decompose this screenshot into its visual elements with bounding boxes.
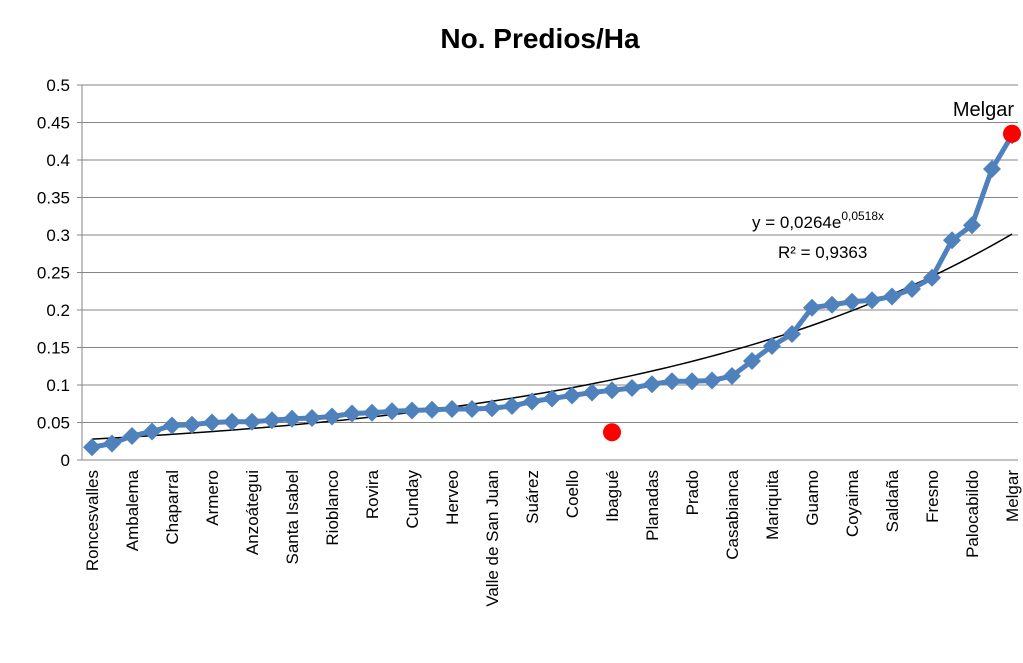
data-point: [103, 434, 121, 453]
data-point: [543, 389, 561, 408]
data-point: [963, 216, 981, 235]
data-point: [363, 403, 381, 422]
data-point: [303, 409, 321, 427]
trendline: [91, 233, 1013, 440]
data-point: [803, 298, 821, 317]
annotation: Melgar: [953, 99, 1014, 121]
x-tick-label: Santa Isabel: [283, 470, 302, 565]
chart-title: No. Predios/Ha: [440, 23, 640, 54]
equation-exponent: 0,0518x: [841, 209, 884, 223]
data-point: [403, 401, 421, 420]
x-tick-label: Anzoátegui: [243, 470, 262, 555]
data-point: [563, 386, 581, 405]
highlight-point: [1003, 124, 1021, 143]
data-point: [503, 397, 521, 415]
data-point: [343, 404, 361, 423]
x-tick-label: Armero: [203, 470, 222, 526]
x-tick-label: Roncesvalles: [83, 470, 102, 571]
data-point: [903, 280, 921, 298]
y-tick-label: 0: [61, 451, 70, 470]
data-point: [823, 295, 841, 314]
x-tick-label: Prado: [683, 470, 702, 515]
x-tick-label: Palocabildo: [963, 470, 982, 558]
data-point: [983, 160, 1001, 178]
data-point: [723, 367, 741, 385]
x-tick-label: Rovira: [363, 469, 382, 519]
data-point: [223, 412, 241, 431]
data-point: [643, 375, 661, 394]
x-tick-label: Rioblanco: [323, 470, 342, 546]
x-tick-label: Ibagué: [603, 470, 622, 522]
data-point: [283, 409, 301, 428]
data-point: [663, 372, 681, 391]
data-point: [523, 392, 541, 411]
data-point: [863, 291, 881, 310]
y-tick-label: 0.5: [46, 76, 70, 95]
data-point: [943, 231, 961, 250]
x-tick-label: Fresno: [923, 470, 942, 523]
highlight-point: [603, 423, 621, 442]
data-point: [243, 412, 261, 431]
data-point: [423, 400, 441, 419]
y-tick-label: 0.3: [46, 226, 70, 245]
trend-equation: y = 0,0264e0,0518x: [752, 209, 884, 232]
data-point: [323, 407, 341, 426]
x-tick-label: Planadas: [643, 470, 662, 541]
data-point: [703, 371, 721, 390]
data-point: [383, 402, 401, 421]
data-point: [163, 416, 181, 435]
x-tick-label: Guamo: [803, 470, 822, 526]
data-point: [743, 352, 761, 370]
y-tick-label: 0.2: [46, 301, 70, 320]
x-tick-label: Melgar: [1003, 470, 1022, 522]
data-point: [183, 415, 201, 434]
data-point: [883, 287, 901, 306]
y-tick-label: 0.05: [37, 414, 70, 433]
x-tick-label: Herveo: [443, 470, 462, 525]
x-tick-label: Ambalema: [123, 469, 142, 551]
data-point: [843, 292, 861, 311]
data-point: [443, 400, 461, 418]
data-point: [783, 325, 801, 343]
x-tick-label: Suárez: [523, 470, 542, 524]
data-point: [83, 438, 101, 457]
y-tick-label: 0.15: [37, 339, 70, 358]
data-point: [623, 379, 641, 397]
x-tick-label: Coyaima: [843, 469, 862, 537]
x-tick-label: Coello: [563, 470, 582, 518]
trend-r2: R² = 0,9363: [778, 243, 867, 262]
data-point: [763, 337, 781, 355]
data-point: [483, 399, 501, 418]
data-point: [683, 372, 701, 391]
x-tick-label: Chaparral: [163, 470, 182, 545]
data-point: [123, 427, 141, 445]
x-tick-label: Valle de San Juan: [483, 470, 502, 607]
data-point: [603, 381, 621, 400]
y-tick-label: 0.4: [46, 151, 70, 170]
y-tick-label: 0.25: [37, 264, 70, 283]
x-tick-label: Mariquita: [763, 469, 782, 539]
data-point: [583, 383, 601, 402]
equation-base: y = 0,0264e: [752, 213, 841, 232]
y-tick-label: 0.1: [46, 376, 70, 395]
x-tick-label: Casabianca: [723, 469, 742, 559]
x-tick-label: Cunday: [403, 470, 422, 529]
y-tick-label: 0.35: [37, 189, 70, 208]
data-point: [203, 413, 221, 432]
data-point: [143, 422, 161, 441]
y-tick-label: 0.45: [37, 114, 70, 133]
data-point: [463, 400, 481, 418]
data-point: [923, 268, 941, 287]
x-tick-label: Saldaña: [883, 469, 902, 532]
data-point: [263, 411, 281, 430]
